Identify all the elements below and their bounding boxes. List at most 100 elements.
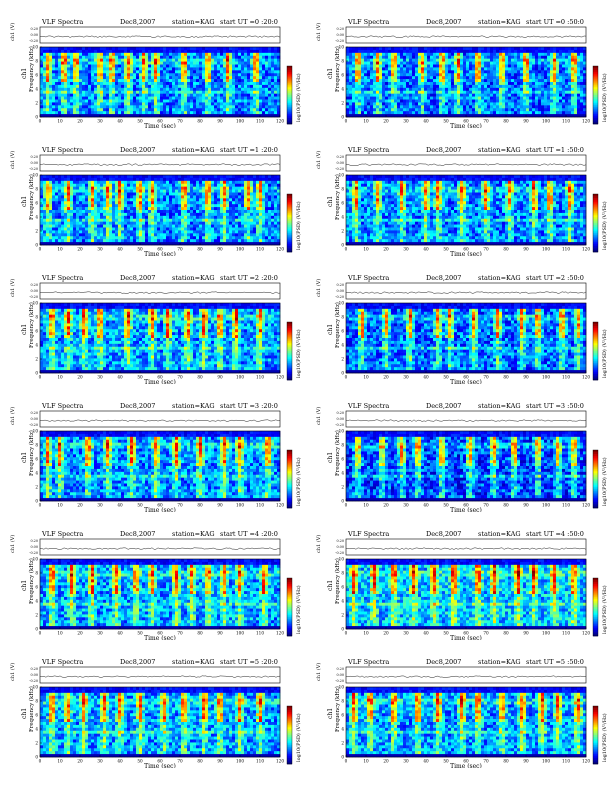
heatmap-cell (358, 82, 362, 86)
heatmap-cell (118, 96, 122, 100)
heatmap-cell (394, 61, 398, 65)
heatmap-cell (97, 84, 101, 89)
heatmap-cell (97, 64, 101, 68)
heatmap-cell (187, 76, 191, 80)
heatmap-cell (382, 84, 386, 89)
heatmap-cell (154, 221, 158, 225)
heatmap-cell (526, 47, 530, 51)
heatmap-cell (193, 82, 197, 86)
heatmap-cell (220, 61, 224, 65)
heatmap-cell (493, 87, 497, 92)
colorbar-segment (287, 98, 292, 102)
heatmap-cell (91, 198, 95, 202)
heatmap-cell (502, 90, 506, 94)
heatmap-cell (112, 76, 116, 80)
heatmap-cell (580, 93, 584, 97)
heatmap-cell (355, 111, 359, 115)
heatmap-cell (532, 73, 536, 77)
colorbar-segment (593, 75, 598, 78)
heatmap-cell (226, 67, 230, 71)
colorbar-segment (287, 104, 292, 107)
heatmap-cell (571, 90, 575, 94)
heatmap-cell (478, 90, 482, 94)
heatmap-cell (496, 82, 500, 86)
heatmap-cell (352, 49, 356, 54)
heatmap-cell (346, 64, 350, 68)
heatmap-cell (169, 47, 173, 51)
heatmap-cell (427, 52, 431, 57)
heatmap-cell (526, 105, 530, 109)
heatmap-cell (43, 67, 47, 71)
heatmap-cell (358, 87, 362, 92)
heatmap-cell (40, 204, 44, 208)
heatmap-cell (568, 70, 572, 74)
heatmap-cell (496, 67, 500, 71)
heatmap-cell (61, 96, 65, 100)
heatmap-cell (430, 108, 434, 112)
heatmap-cell (133, 230, 137, 234)
heatmap-cell (376, 84, 380, 89)
heatmap-cell (448, 108, 452, 112)
heatmap-cell (85, 210, 89, 214)
heatmap-cell (517, 58, 521, 62)
heatmap-cell (277, 55, 281, 59)
heatmap-cell (352, 102, 356, 106)
heatmap-cell (484, 82, 488, 86)
heatmap-cell (346, 90, 350, 94)
heatmap-cell (580, 90, 584, 94)
heatmap-cell (364, 87, 368, 92)
heatmap-cell (130, 201, 134, 205)
heatmap-cell (100, 239, 104, 243)
heatmap-cell (52, 58, 56, 62)
heatmap-cell (559, 105, 563, 109)
heatmap-cell (568, 67, 572, 71)
heatmap-cell (352, 82, 356, 86)
heatmap-cell (106, 64, 110, 68)
heatmap-cell (517, 87, 521, 92)
heatmap-cell (430, 87, 434, 92)
heatmap-cell (151, 207, 155, 211)
heatmap-cell (109, 175, 113, 179)
heatmap-cell (133, 58, 137, 62)
heatmap-cell (70, 87, 74, 92)
heatmap-cell (121, 236, 125, 240)
heatmap-cell (142, 210, 146, 214)
heatmap-cell (535, 93, 539, 97)
heatmap-cell (112, 204, 116, 208)
heatmap-cell (478, 73, 482, 77)
heatmap-cell (373, 67, 377, 71)
heatmap-cell (349, 99, 353, 103)
heatmap-cell (541, 58, 545, 62)
heatmap-cell (181, 70, 185, 74)
x-tick-label: 90 (217, 119, 223, 124)
heatmap-cell (61, 76, 65, 80)
heatmap-cell (226, 84, 230, 89)
heatmap-cell (508, 52, 512, 57)
heatmap-cell (574, 93, 578, 97)
heatmap-cell (511, 73, 515, 77)
heatmap-cell (367, 105, 371, 109)
heatmap-cell (370, 114, 374, 118)
heatmap-cell (172, 93, 176, 97)
heatmap-cell (169, 114, 173, 118)
heatmap-cell (235, 52, 239, 57)
heatmap-cell (490, 90, 494, 94)
heatmap-cell (88, 201, 92, 205)
heatmap-cell (232, 64, 236, 68)
heatmap-cell (361, 64, 365, 68)
heatmap-cell (385, 99, 389, 103)
heatmap-cell (352, 79, 356, 83)
heatmap-cell (49, 52, 53, 57)
heatmap-cell (85, 195, 89, 199)
heatmap-cell (580, 84, 584, 89)
heatmap-cell (166, 93, 170, 97)
heatmap-cell (139, 96, 143, 100)
heatmap-cell (133, 215, 137, 220)
heatmap-cell (58, 105, 62, 109)
heatmap-cell (121, 84, 125, 89)
heatmap-cell (355, 82, 359, 86)
heatmap-cell (43, 114, 47, 118)
heatmap-cell (454, 105, 458, 109)
heatmap-cell (580, 79, 584, 83)
heatmap-cell (475, 55, 479, 59)
